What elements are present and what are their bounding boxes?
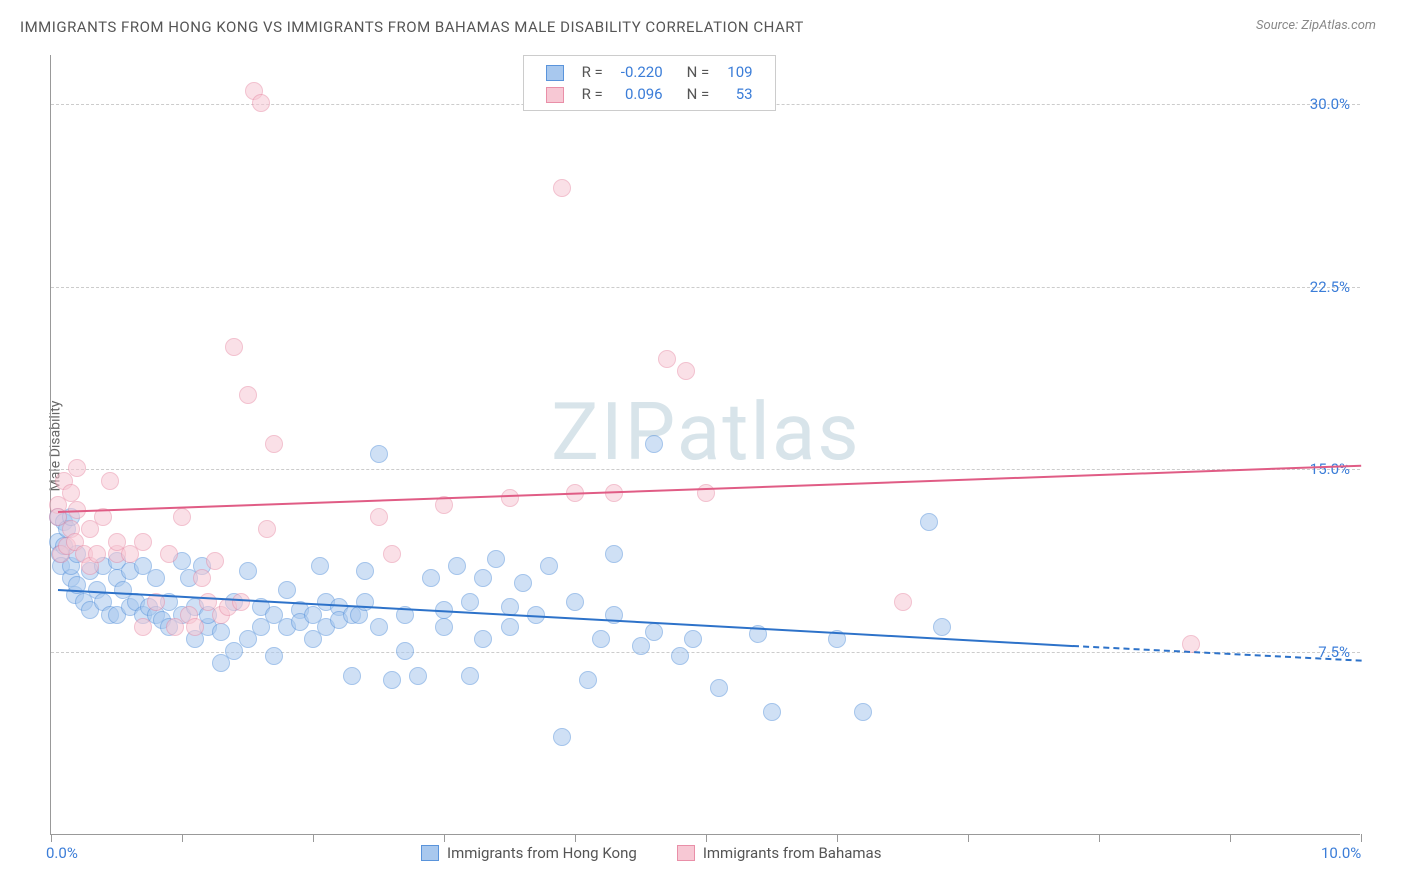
point-hongkong: [553, 728, 571, 746]
point-bahamas: [383, 545, 401, 563]
point-hongkong: [239, 562, 257, 580]
point-hongkong: [540, 557, 558, 575]
trend-line: [58, 465, 1362, 513]
legend-swatch: [421, 845, 439, 861]
x-tick: [706, 834, 707, 842]
gridline: [51, 287, 1360, 288]
x-tick-label: 0.0%: [46, 844, 78, 862]
x-tick: [1099, 834, 1100, 842]
gridline: [51, 469, 1360, 470]
point-hongkong: [605, 545, 623, 563]
x-tick: [182, 834, 183, 842]
point-bahamas: [232, 593, 250, 611]
point-hongkong: [343, 667, 361, 685]
point-hongkong: [632, 637, 650, 655]
x-tick: [1361, 834, 1362, 842]
point-hongkong: [933, 618, 951, 636]
point-bahamas: [134, 618, 152, 636]
point-hongkong: [356, 562, 374, 580]
point-bahamas: [134, 533, 152, 551]
point-hongkong: [435, 618, 453, 636]
gridline: [51, 652, 1360, 653]
point-bahamas: [370, 508, 388, 526]
point-hongkong: [370, 445, 388, 463]
y-tick-label: 30.0%: [1310, 95, 1350, 113]
x-tick: [444, 834, 445, 842]
point-hongkong: [710, 679, 728, 697]
point-bahamas: [677, 362, 695, 380]
legend-series: Immigrants from Hong Kong Immigrants from…: [421, 844, 881, 862]
point-bahamas: [553, 179, 571, 197]
point-hongkong: [356, 593, 374, 611]
point-hongkong: [684, 630, 702, 648]
point-hongkong: [501, 618, 519, 636]
legend-swatch: [546, 65, 564, 81]
y-tick-label: 15.0%: [1310, 460, 1350, 478]
point-bahamas: [193, 569, 211, 587]
watermark: ZIPatlas: [551, 385, 861, 479]
point-hongkong: [474, 569, 492, 587]
point-hongkong: [265, 647, 283, 665]
point-bahamas: [206, 552, 224, 570]
x-tick-label: 10.0%: [1321, 844, 1361, 862]
point-hongkong: [212, 623, 230, 641]
point-hongkong: [566, 593, 584, 611]
point-hongkong: [854, 703, 872, 721]
x-tick: [575, 834, 576, 842]
point-bahamas: [68, 459, 86, 477]
point-hongkong: [461, 667, 479, 685]
source-attribution: Source: ZipAtlas.com: [1256, 18, 1376, 33]
point-bahamas: [894, 593, 912, 611]
point-hongkong: [514, 574, 532, 592]
point-bahamas: [173, 508, 191, 526]
point-hongkong: [671, 647, 689, 665]
point-hongkong: [645, 435, 663, 453]
legend-swatch: [546, 87, 564, 103]
point-bahamas: [225, 338, 243, 356]
point-bahamas: [658, 350, 676, 368]
x-tick: [1230, 834, 1231, 842]
point-hongkong: [592, 630, 610, 648]
legend-swatch: [677, 845, 695, 861]
point-bahamas: [258, 520, 276, 538]
point-hongkong: [474, 630, 492, 648]
x-tick: [313, 834, 314, 842]
x-tick: [51, 834, 52, 842]
point-hongkong: [763, 703, 781, 721]
point-hongkong: [409, 667, 427, 685]
point-bahamas: [186, 618, 204, 636]
point-bahamas: [160, 545, 178, 563]
point-bahamas: [252, 94, 270, 112]
legend-item: Immigrants from Hong Kong: [421, 844, 637, 862]
point-bahamas: [62, 484, 80, 502]
chart-title: IMMIGRANTS FROM HONG KONG VS IMMIGRANTS …: [20, 18, 804, 36]
point-hongkong: [147, 569, 165, 587]
point-bahamas: [501, 489, 519, 507]
point-bahamas: [88, 545, 106, 563]
point-bahamas: [697, 484, 715, 502]
point-bahamas: [101, 472, 119, 490]
point-hongkong: [579, 671, 597, 689]
point-hongkong: [370, 618, 388, 636]
x-tick: [968, 834, 969, 842]
point-hongkong: [422, 569, 440, 587]
legend-label: Immigrants from Hong Kong: [447, 844, 637, 862]
plot-area: ZIPatlas7.5%15.0%22.5%30.0%0.0%10.0%R =-…: [50, 55, 1360, 835]
legend-correlation: R =-0.220N =109R =0.096N =53: [523, 55, 776, 111]
y-tick-label: 22.5%: [1310, 278, 1350, 296]
point-hongkong: [311, 557, 329, 575]
x-tick: [837, 834, 838, 842]
point-hongkong: [383, 671, 401, 689]
point-hongkong: [278, 581, 296, 599]
point-hongkong: [461, 593, 479, 611]
point-hongkong: [645, 623, 663, 641]
point-bahamas: [265, 435, 283, 453]
point-hongkong: [448, 557, 466, 575]
legend-item: Immigrants from Bahamas: [677, 844, 882, 862]
point-hongkong: [487, 550, 505, 568]
point-bahamas: [239, 386, 257, 404]
point-hongkong: [920, 513, 938, 531]
point-hongkong: [396, 642, 414, 660]
legend-label: Immigrants from Bahamas: [703, 844, 882, 862]
